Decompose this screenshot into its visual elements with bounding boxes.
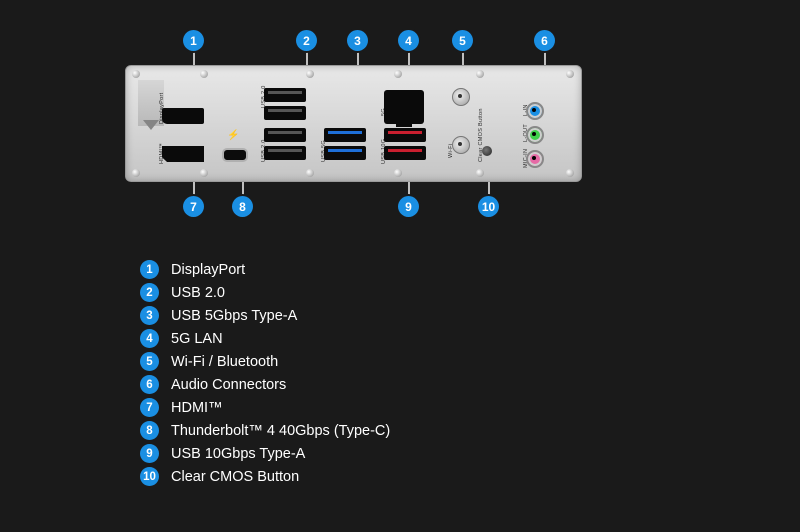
usb5g-port	[324, 128, 366, 142]
legend-badge: 2	[140, 283, 159, 302]
legend-label: USB 10Gbps Type-A	[171, 446, 305, 462]
legend-badge: 4	[140, 329, 159, 348]
callout-marker-9: 9	[398, 196, 419, 217]
legend-badge: 6	[140, 375, 159, 394]
hdmi-port	[162, 146, 204, 162]
callout-marker-4: 4	[398, 30, 419, 51]
wifi-antenna-connector	[452, 88, 470, 106]
usb20-stack-b	[264, 128, 306, 164]
usb5g-stack	[324, 128, 366, 164]
callout-marker-5: 5	[452, 30, 473, 51]
usb20-port	[264, 88, 306, 102]
audio-jack-line-in	[526, 102, 544, 120]
usb20-port	[264, 106, 306, 120]
audio-jack-mic	[526, 150, 544, 168]
callout-marker-10: 10	[478, 196, 499, 217]
usb10g-port	[384, 146, 426, 160]
callout-marker-8: 8	[232, 196, 253, 217]
callout-marker-1: 1	[183, 30, 204, 51]
legend-badge: 5	[140, 352, 159, 371]
legend-label: HDMI™	[171, 400, 223, 416]
legend-row: 4 5G LAN	[140, 327, 390, 350]
legend-row: 10 Clear CMOS Button	[140, 465, 390, 488]
legend-row: 7 HDMI™	[140, 396, 390, 419]
legend-row: 5 Wi-Fi / Bluetooth	[140, 350, 390, 373]
legend-row: 1 DisplayPort	[140, 258, 390, 281]
legend-label: USB 5Gbps Type-A	[171, 308, 297, 324]
legend-label: Clear CMOS Button	[171, 469, 299, 485]
legend-label: Wi-Fi / Bluetooth	[171, 354, 278, 370]
legend-row: 2 USB 2.0	[140, 281, 390, 304]
clear-cmos-button	[482, 146, 492, 156]
legend-badge: 10	[140, 467, 159, 486]
usb10g-port	[384, 128, 426, 142]
legend-label: DisplayPort	[171, 262, 245, 278]
audio-jack-line-out	[526, 126, 544, 144]
legend-row: 6 Audio Connectors	[140, 373, 390, 396]
legend-badge: 1	[140, 260, 159, 279]
legend-row: 8 Thunderbolt™ 4 40Gbps (Type-C)	[140, 419, 390, 442]
legend-label: Audio Connectors	[171, 377, 286, 393]
usb20-port	[264, 146, 306, 160]
legend-row: 9 USB 10Gbps Type-A	[140, 442, 390, 465]
legend-badge: 8	[140, 421, 159, 440]
legend-badge: 3	[140, 306, 159, 325]
callout-marker-3: 3	[347, 30, 368, 51]
legend-badge: 9	[140, 444, 159, 463]
usb5g-port	[324, 146, 366, 160]
legend-list: 1 DisplayPort 2 USB 2.0 3 USB 5Gbps Type-A 4 5G…	[140, 258, 390, 488]
diagram-stage: DisplayPort HDMI™ ⚡ USB 2.0 USB 2.0 USB …	[0, 0, 800, 532]
displayport-port	[162, 108, 204, 124]
io-shield-panel: DisplayPort HDMI™ ⚡ USB 2.0 USB 2.0 USB …	[125, 65, 582, 182]
legend-row: 3 USB 5Gbps Type-A	[140, 304, 390, 327]
callout-marker-2: 2	[296, 30, 317, 51]
usb20-stack	[264, 88, 306, 124]
callout-marker-7: 7	[183, 196, 204, 217]
legend-label: 5G LAN	[171, 331, 223, 347]
legend-badge: 7	[140, 398, 159, 417]
legend-label: Thunderbolt™ 4 40Gbps (Type-C)	[171, 423, 390, 439]
callout-marker-6: 6	[534, 30, 555, 51]
usb20-port	[264, 128, 306, 142]
wifi-antenna-connector	[452, 136, 470, 154]
thunderbolt-icon: ⚡	[227, 130, 239, 141]
legend-label: USB 2.0	[171, 285, 225, 301]
usb10g-stack	[384, 128, 426, 164]
ethernet-5g-port	[384, 90, 424, 124]
thunderbolt-type-c-port	[222, 148, 248, 162]
